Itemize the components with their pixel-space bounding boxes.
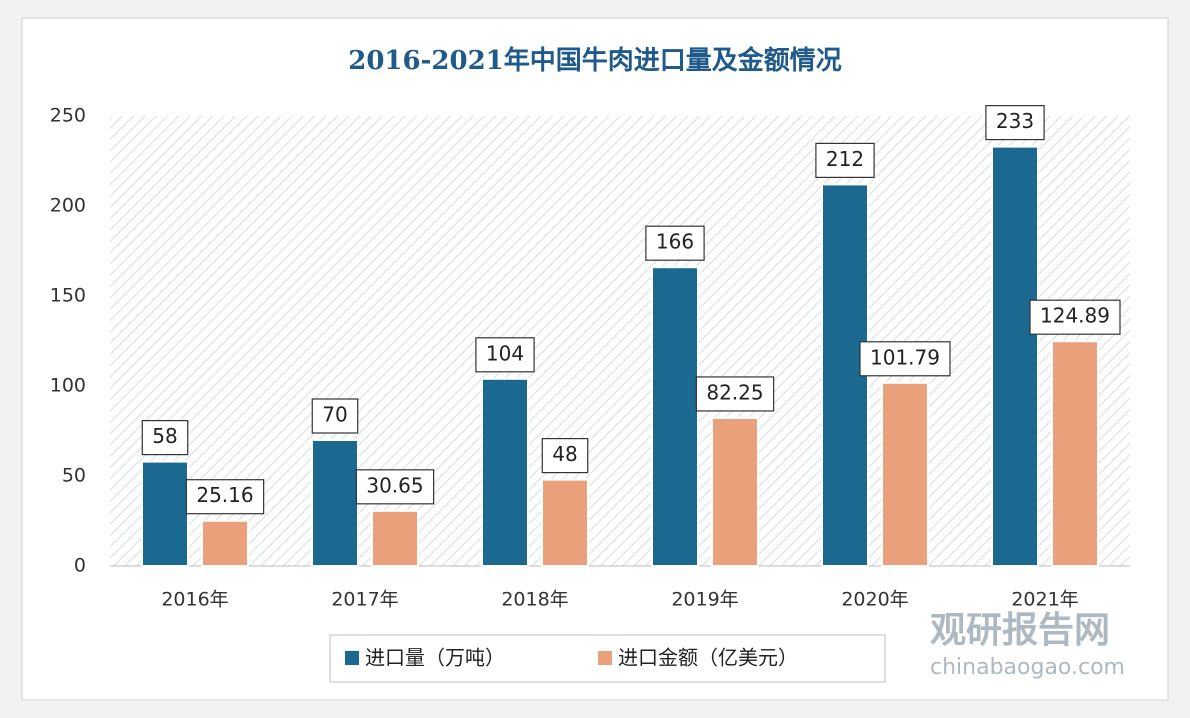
bar	[881, 381, 929, 568]
value-label: 124.89	[1040, 304, 1110, 328]
value-label-box	[311, 398, 359, 434]
bar	[141, 460, 189, 568]
value-label: 82.25	[706, 380, 763, 404]
value-label-box	[141, 420, 189, 456]
x-tick-label: 2018年	[501, 589, 568, 611]
value-label-box	[815, 142, 875, 178]
value-label-box	[985, 104, 1045, 141]
x-tick-label: 2019年	[671, 589, 738, 611]
legend-swatch	[345, 651, 359, 665]
legend-label: 进口量（万吨）	[365, 646, 505, 670]
value-label: 104	[486, 341, 524, 365]
y-tick-label: 250	[50, 105, 86, 127]
value-label-box	[645, 225, 705, 261]
bar	[371, 509, 419, 567]
plot-area	[110, 116, 1130, 566]
value-label-box	[859, 341, 951, 377]
bar	[311, 439, 359, 567]
value-label: 25.16	[196, 483, 253, 507]
value-label: 233	[996, 109, 1034, 133]
value-label-box	[541, 438, 589, 474]
bar	[711, 416, 759, 568]
value-label-box	[475, 337, 535, 373]
bar	[541, 478, 589, 568]
value-label-box	[695, 376, 775, 412]
x-tick-label: 2021年	[1011, 589, 1078, 611]
value-label: 48	[552, 442, 577, 466]
bar	[481, 377, 529, 567]
x-tick-label: 2016年	[161, 589, 228, 611]
watermark-name: 观研报告网	[930, 610, 1110, 651]
value-label-box	[185, 479, 265, 515]
x-tick-label: 2017年	[331, 589, 398, 611]
bar	[651, 266, 699, 567]
y-tick-label: 150	[50, 285, 86, 307]
chart-title: 2016-2021年中国牛肉进口量及金额情况	[348, 45, 842, 76]
x-tick-label: 2020年	[841, 589, 908, 611]
value-label: 58	[152, 424, 177, 448]
value-label: 101.79	[870, 345, 940, 369]
bar	[991, 145, 1039, 567]
value-label-box	[1029, 299, 1121, 335]
legend-swatch	[598, 651, 612, 665]
bar	[1051, 340, 1099, 567]
y-tick-label: 200	[50, 195, 86, 217]
value-label: 70	[322, 403, 347, 427]
value-label-box	[355, 469, 435, 505]
value-label: 166	[656, 230, 694, 254]
bar	[201, 519, 249, 567]
watermark-site: chinabaogao.com	[930, 655, 1125, 680]
y-tick-label: 50	[62, 465, 86, 487]
y-tick-label: 0	[74, 555, 86, 577]
legend-label: 进口金额（亿美元）	[618, 646, 798, 670]
value-label: 30.65	[366, 473, 423, 497]
y-tick-label: 100	[50, 375, 86, 397]
value-label: 212	[826, 147, 864, 171]
